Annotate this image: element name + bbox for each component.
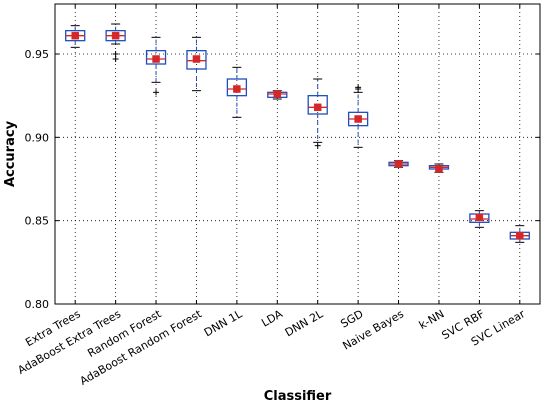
y-tick-label: 0.90 (25, 131, 50, 144)
mean-marker (435, 165, 443, 173)
grid-layer (55, 4, 540, 305)
x-tick-label: DNN 1L (202, 307, 245, 339)
y-tick-label: 0.80 (25, 298, 50, 311)
mean-marker (394, 160, 403, 168)
mean-marker (354, 115, 362, 123)
box-k-nn (428, 163, 450, 173)
x-tick-label: SGD (338, 307, 365, 330)
mean-marker (152, 55, 160, 63)
mean-marker (111, 31, 120, 40)
mean-marker (273, 90, 282, 98)
iqr-box (186, 50, 207, 70)
iqr-box (145, 50, 167, 65)
mean-marker (313, 103, 322, 112)
iqr-box (307, 95, 328, 115)
box-random-forest (145, 36, 167, 96)
mean-marker (71, 31, 79, 40)
box-dnn-1l (226, 66, 248, 118)
box-adaboost-random-forest (186, 36, 207, 92)
box-sgd (347, 84, 369, 148)
y-axis-title: Accuracy (3, 120, 18, 187)
box-dnn-2l (307, 78, 328, 149)
mean-marker (475, 213, 484, 222)
y-tick-label: 0.95 (25, 48, 50, 61)
mean-marker (516, 231, 524, 240)
x-tick-label: k-NN (417, 307, 447, 332)
box-naive-bayes (388, 160, 409, 168)
box-extra-trees (65, 25, 86, 48)
iqr-box (226, 78, 248, 97)
plot-frame (54, 3, 541, 305)
box-svc-rbf (469, 210, 490, 228)
mean-marker (192, 55, 201, 63)
box-lda (267, 90, 288, 100)
x-tick-label: LDA (259, 307, 285, 329)
plot-layer (65, 23, 530, 243)
x-tick-label: DNN 2L (283, 307, 326, 339)
x-axis-title: Classifier (264, 389, 332, 404)
box-adaboost-extra-trees (105, 23, 126, 62)
box-svc-linear (509, 225, 530, 243)
y-axis-ticks: 0.80 0.85 0.90 0.95 (25, 48, 540, 311)
mean-marker (233, 85, 241, 93)
y-tick-label: 0.85 (25, 215, 50, 228)
